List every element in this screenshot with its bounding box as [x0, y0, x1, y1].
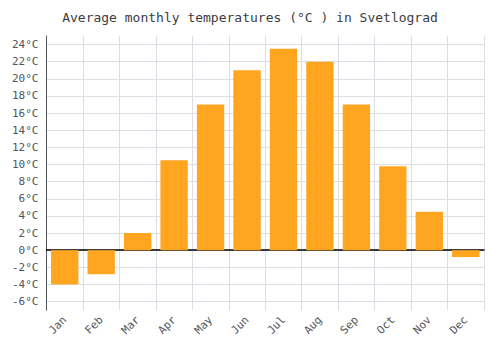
svg-text:Aug: Aug	[301, 314, 324, 337]
svg-text:Jul: Jul	[265, 314, 288, 337]
svg-text:Jan: Jan	[46, 314, 69, 337]
svg-text:0°C: 0°C	[19, 244, 39, 257]
svg-text:8°C: 8°C	[19, 175, 39, 188]
svg-text:Mar: Mar	[119, 313, 142, 336]
svg-text:Oct: Oct	[374, 314, 397, 337]
svg-text:2°C: 2°C	[19, 227, 39, 240]
svg-text:Sep: Sep	[338, 314, 361, 337]
svg-text:22°C: 22°C	[12, 55, 39, 68]
svg-text:16°C: 16°C	[12, 107, 39, 120]
svg-text:10°C: 10°C	[12, 158, 39, 171]
svg-text:Dec: Dec	[447, 314, 470, 337]
svg-text:4°C: 4°C	[19, 209, 39, 222]
svg-text:-4°C: -4°C	[12, 278, 39, 291]
svg-text:6°C: 6°C	[19, 192, 39, 205]
svg-text:14°C: 14°C	[12, 124, 39, 137]
svg-text:18°C: 18°C	[12, 89, 39, 102]
svg-text:Jun: Jun	[228, 314, 251, 337]
svg-text:Feb: Feb	[83, 314, 106, 337]
svg-text:24°C: 24°C	[12, 38, 39, 51]
svg-text:Nov: Nov	[411, 313, 434, 336]
svg-text:-6°C: -6°C	[12, 295, 39, 308]
svg-text:Apr: Apr	[155, 313, 178, 336]
svg-text:20°C: 20°C	[12, 72, 39, 85]
svg-text:12°C: 12°C	[12, 141, 39, 154]
svg-text:-2°C: -2°C	[12, 261, 39, 274]
svg-text:Average monthly temperatures (: Average monthly temperatures (°C ) in Sv…	[62, 10, 438, 25]
svg-text:May: May	[192, 313, 215, 336]
